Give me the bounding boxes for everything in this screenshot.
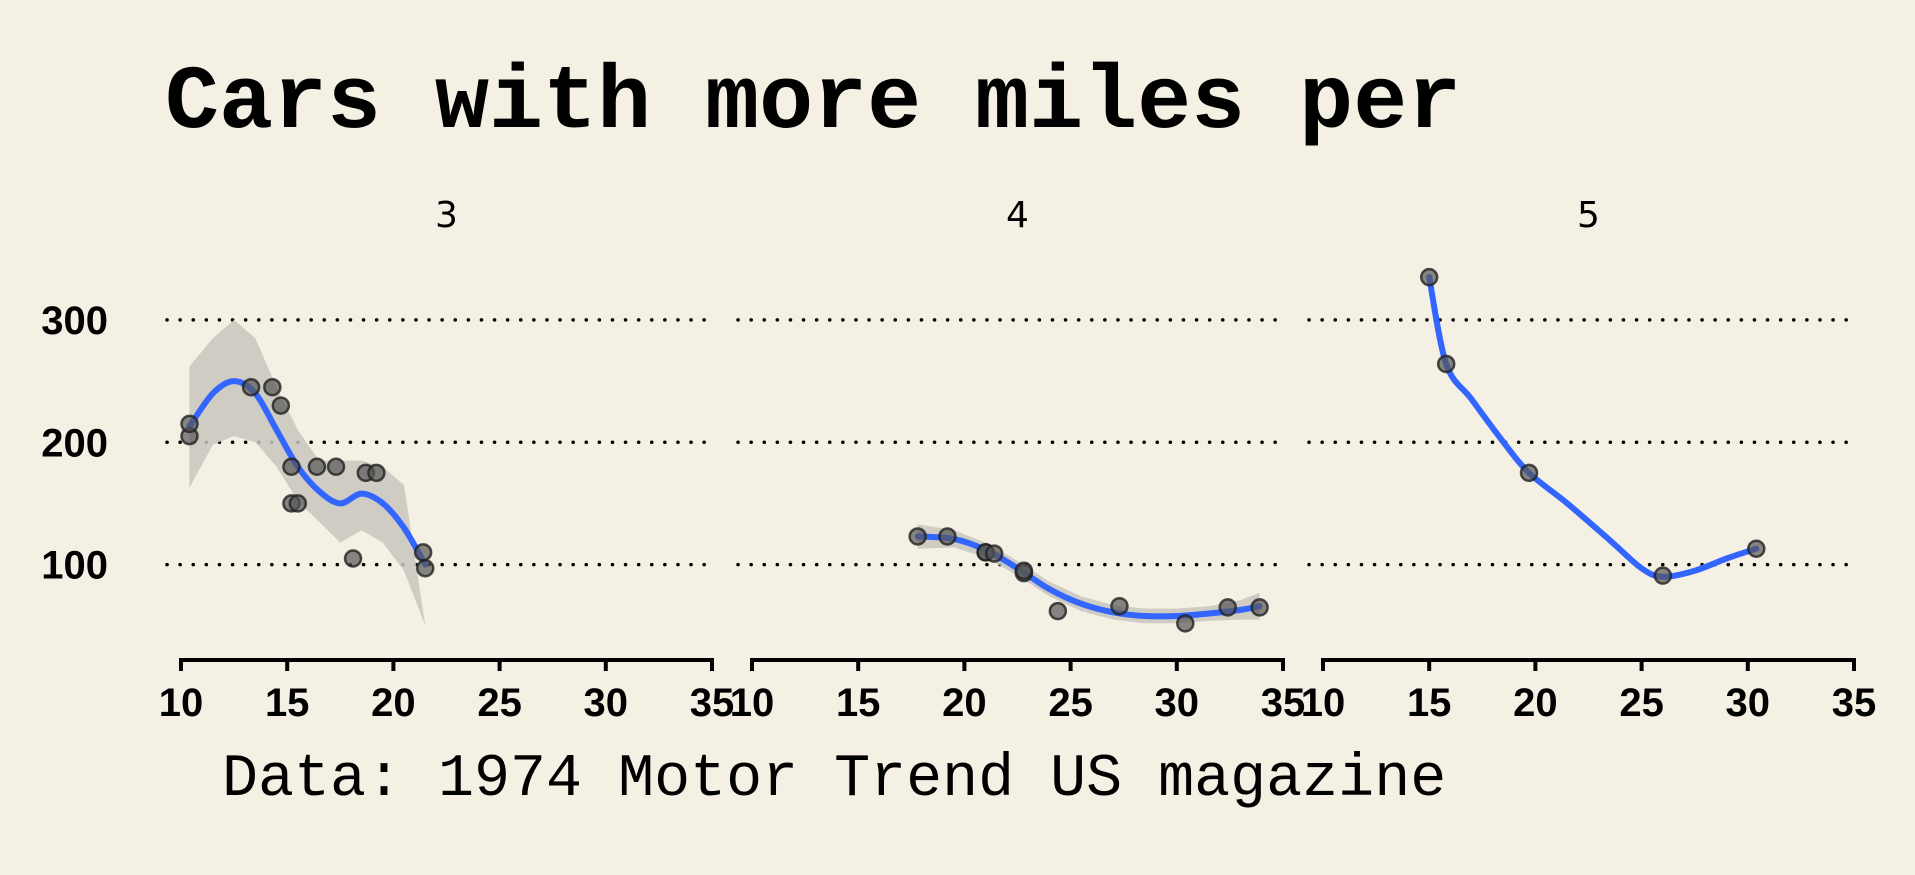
data-point xyxy=(343,549,363,568)
panels-layer: 100 200 300 3 10 15 20 25 30 35 4 10 15 20 25 30 35 5 10 15… xyxy=(41,195,1876,725)
data-point xyxy=(326,457,346,476)
data-point xyxy=(1014,561,1034,580)
x-tick-label: 25 xyxy=(1048,681,1093,725)
confidence-band xyxy=(189,319,426,626)
x-tick-label: 25 xyxy=(1619,681,1664,725)
data-point xyxy=(180,414,199,434)
y-tick-label: 100 xyxy=(41,544,108,588)
panel-4: 4 10 15 20 25 30 35 xyxy=(730,195,1306,725)
x-tick-label: 20 xyxy=(371,681,416,725)
data-point xyxy=(367,463,386,483)
data-point xyxy=(1419,267,1439,287)
x-tick-label: 35 xyxy=(1261,681,1306,725)
x-tick-label: 15 xyxy=(1407,681,1452,725)
data-point xyxy=(938,527,957,546)
x-tick-label: 15 xyxy=(836,681,881,725)
data-point xyxy=(1110,596,1129,616)
data-point xyxy=(413,543,433,562)
smooth-line xyxy=(186,378,429,568)
x-tick-label: 25 xyxy=(477,681,522,725)
x-tick-label: 20 xyxy=(1513,681,1558,725)
panel-5: 5 10 15 20 25 30 35 xyxy=(1301,195,1877,725)
chart-caption: Data: 1974 Motor Trend US magazine xyxy=(222,746,1446,814)
x-tick-label: 35 xyxy=(690,681,735,725)
data-point xyxy=(1653,566,1673,585)
data-point xyxy=(1048,601,1068,621)
x-tick-label: 30 xyxy=(1155,681,1200,725)
data-point xyxy=(282,457,301,476)
data-point xyxy=(307,457,327,476)
x-tick-label: 30 xyxy=(584,681,629,725)
x-tick-label: 10 xyxy=(730,681,775,725)
facet-label: 5 xyxy=(1577,195,1600,236)
data-point xyxy=(416,559,435,578)
data-point xyxy=(984,544,1004,563)
x-tick-label: 10 xyxy=(159,681,204,725)
x-tick-label: 20 xyxy=(942,681,987,725)
data-point xyxy=(1747,539,1766,558)
x-tick-label: 15 xyxy=(265,681,310,725)
x-tick-label: 30 xyxy=(1726,681,1771,725)
data-point xyxy=(241,377,261,397)
x-tick-label: 10 xyxy=(1301,681,1346,725)
facet-label: 4 xyxy=(1006,195,1029,236)
chart-title: Cars with more miles per xyxy=(165,53,1461,155)
x-tick-label: 35 xyxy=(1832,681,1877,725)
data-point xyxy=(1218,598,1238,617)
data-point xyxy=(1250,598,1269,617)
data-point xyxy=(288,494,308,513)
facet-label: 3 xyxy=(435,195,458,236)
smooth-line xyxy=(1426,274,1760,580)
y-tick-label: 300 xyxy=(41,299,108,343)
data-point xyxy=(271,396,291,415)
data-point xyxy=(263,377,282,397)
panel-3: 3 10 15 20 25 30 35 xyxy=(159,195,735,725)
data-point xyxy=(1519,463,1539,483)
y-tick-label: 200 xyxy=(41,421,108,465)
data-point xyxy=(1176,614,1195,633)
data-point xyxy=(1436,354,1456,374)
data-point xyxy=(908,527,927,546)
